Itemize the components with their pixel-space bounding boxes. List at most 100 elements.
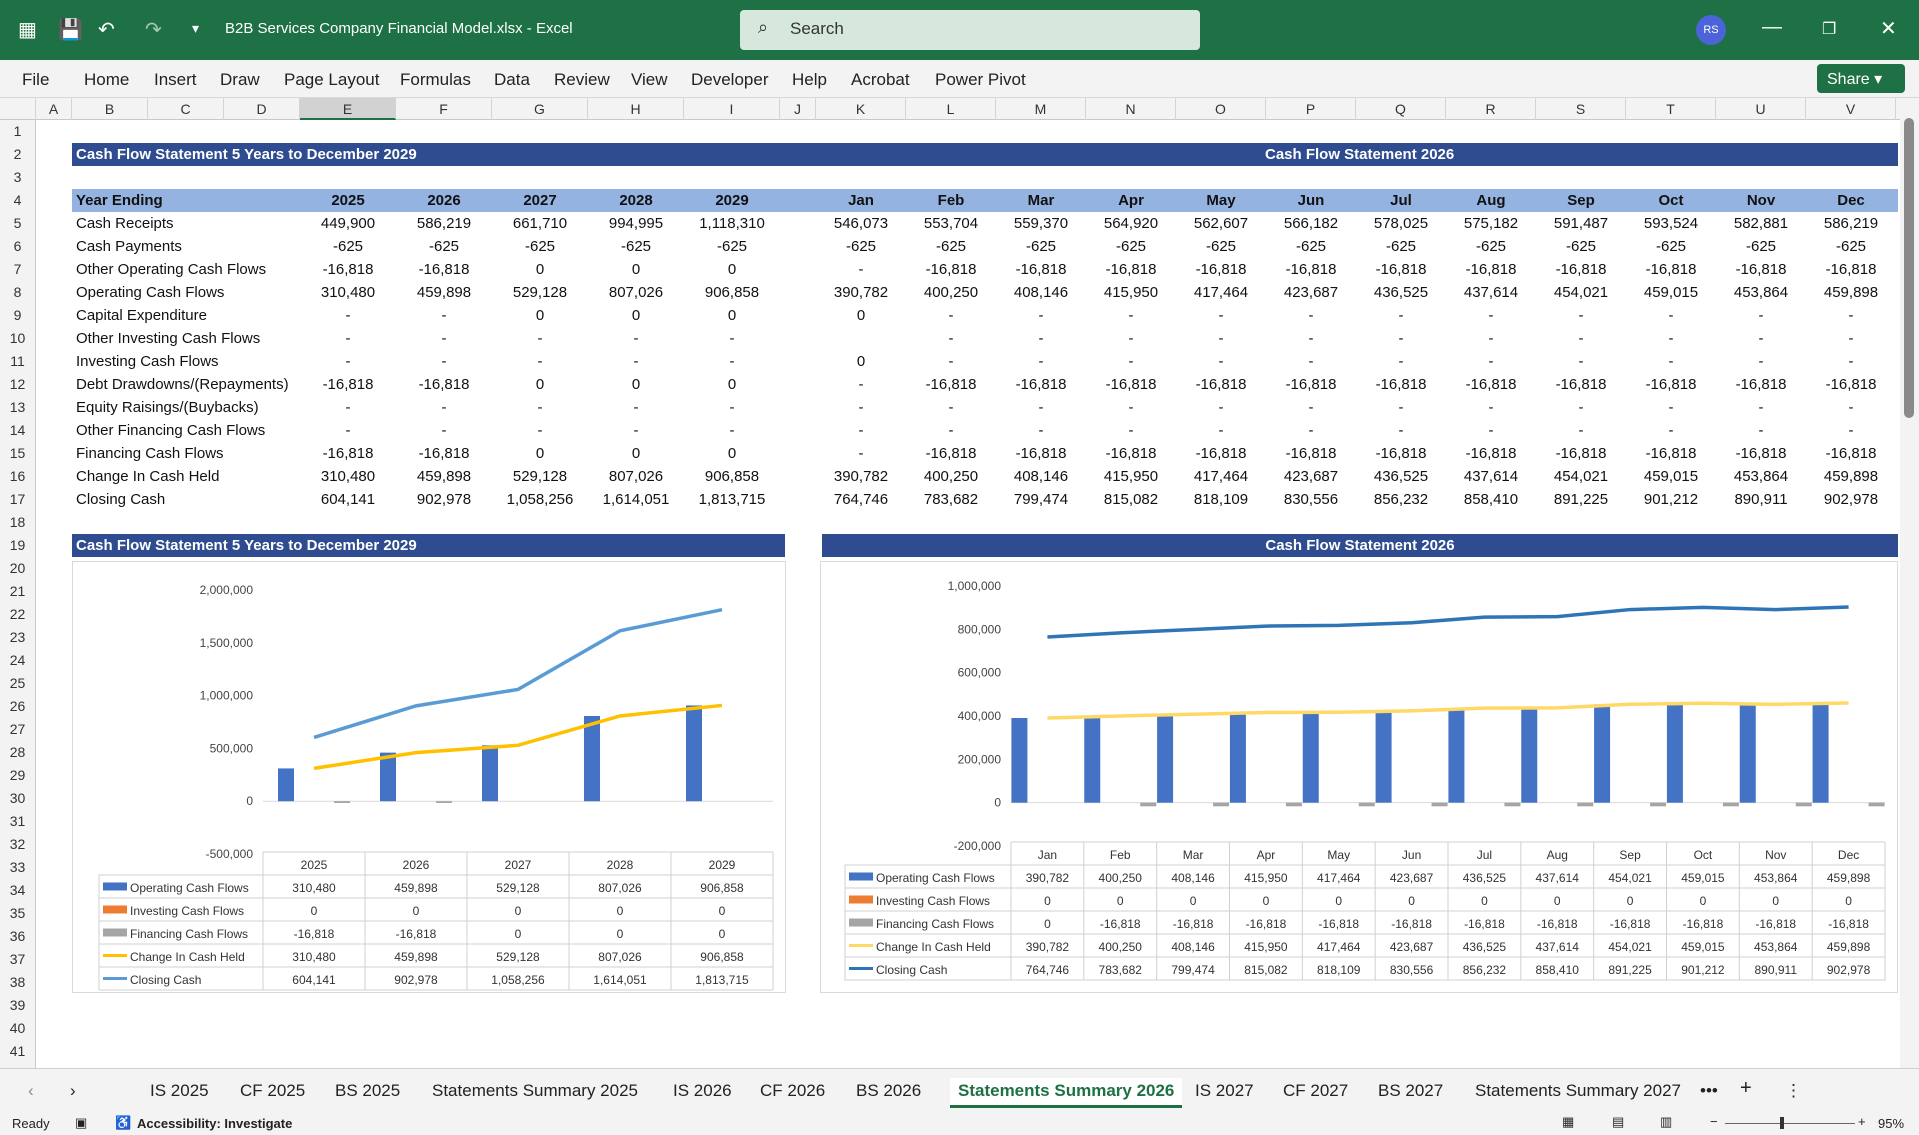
row-label[interactable]: Debt Drawdowns/(Repayments) [76, 376, 289, 393]
month-value-cell[interactable]: -16,818 [1555, 261, 1607, 278]
bar-operating-cash-flows[interactable] [1011, 717, 1028, 803]
year-value-cell[interactable]: - [729, 422, 735, 439]
month-value-cell[interactable]: -625 [1115, 238, 1147, 255]
month-value-cell[interactable]: - [1308, 330, 1314, 347]
row-label[interactable]: Financing Cash Flows [76, 445, 224, 462]
column-header-M[interactable]: M [996, 98, 1086, 120]
column-header-L[interactable]: L [906, 98, 996, 120]
save-icon[interactable]: 💾 [58, 19, 83, 41]
month-value-cell[interactable]: - [948, 353, 954, 370]
year-value-cell[interactable]: 661,710 [512, 215, 568, 232]
year-value-cell[interactable]: 529,128 [512, 284, 568, 301]
year-value-cell[interactable]: -16,818 [322, 445, 374, 462]
bar-financing-cash-flows[interactable] [1504, 802, 1521, 807]
bar-operating-cash-flows[interactable] [584, 715, 600, 802]
month-value-cell[interactable]: 400,250 [923, 468, 979, 485]
month-value-cell[interactable]: - [1038, 399, 1044, 416]
year-value-cell[interactable]: 902,978 [416, 491, 472, 508]
sheet-tab[interactable]: CF 2025 [240, 1081, 306, 1100]
month-value-cell[interactable]: 902,978 [1823, 491, 1879, 508]
month-value-cell[interactable]: - [948, 307, 954, 324]
year-value-cell[interactable]: - [345, 330, 351, 347]
year-value-cell[interactable]: - [537, 353, 543, 370]
month-value-cell[interactable]: 415,950 [1103, 468, 1159, 485]
page-layout-view-icon[interactable]: ▤ [1612, 1114, 1625, 1129]
month-value-cell[interactable]: - [1038, 353, 1044, 370]
month-value-cell[interactable]: - [948, 399, 954, 416]
month-value-cell[interactable]: -16,818 [1645, 376, 1697, 393]
row-header[interactable]: 12 [0, 373, 36, 396]
year-value-cell[interactable]: -625 [716, 238, 748, 255]
month-value-cell[interactable]: - [858, 399, 864, 416]
month-value-cell[interactable]: 437,614 [1463, 284, 1519, 301]
month-value-cell[interactable]: - [1398, 330, 1404, 347]
month-value-cell[interactable]: 856,232 [1373, 491, 1429, 508]
sheet-tab[interactable]: CF 2026 [760, 1081, 826, 1100]
month-value-cell[interactable]: - [858, 445, 864, 462]
month-value-cell[interactable]: 459,898 [1823, 468, 1879, 485]
row-header[interactable]: 32 [0, 833, 36, 856]
year-value-cell[interactable]: -625 [332, 238, 364, 255]
month-value-cell[interactable]: 454,021 [1553, 468, 1609, 485]
year-value-cell[interactable]: 0 [631, 445, 641, 462]
month-value-cell[interactable]: - [1758, 330, 1764, 347]
row-label[interactable]: Change In Cash Held [76, 468, 220, 485]
menu-developer[interactable]: Developer [691, 70, 769, 89]
month-value-cell[interactable]: - [1218, 353, 1224, 370]
row-header[interactable]: 2 [0, 143, 36, 166]
bar-financing-cash-flows[interactable] [1868, 802, 1885, 807]
year-value-cell[interactable]: 459,898 [416, 284, 472, 301]
month-value-cell[interactable]: 566,182 [1283, 215, 1339, 232]
row-header[interactable]: 23 [0, 626, 36, 649]
row-header[interactable]: 29 [0, 764, 36, 787]
row-header[interactable]: 3 [0, 166, 36, 189]
bar-operating-cash-flows[interactable] [1375, 710, 1392, 803]
month-value-cell[interactable]: - [1398, 422, 1404, 439]
zoom-slider-thumb[interactable] [1780, 1117, 1784, 1129]
month-value-cell[interactable]: -16,818 [1285, 261, 1337, 278]
menu-file[interactable]: File [22, 70, 50, 89]
quick-access-dropdown-icon[interactable]: ▾ [192, 20, 200, 36]
zoom-out-icon[interactable]: − [1710, 1114, 1718, 1129]
month-value-cell[interactable]: 436,525 [1373, 468, 1429, 485]
month-value-cell[interactable]: - [1488, 399, 1494, 416]
bar-operating-cash-flows[interactable] [1666, 703, 1683, 803]
macro-icon[interactable]: ▣ [75, 1115, 88, 1130]
month-value-cell[interactable]: -625 [1835, 238, 1867, 255]
month-value-cell[interactable]: 764,746 [833, 491, 889, 508]
year-value-cell[interactable]: 529,128 [512, 468, 568, 485]
month-value-cell[interactable]: - [1308, 353, 1314, 370]
vertical-scrollbar[interactable] [1900, 98, 1919, 1068]
row-label[interactable]: Other Investing Cash Flows [76, 330, 261, 347]
row-header[interactable]: 33 [0, 856, 36, 879]
month-value-cell[interactable]: - [1578, 330, 1584, 347]
row-header[interactable]: 22 [0, 603, 36, 626]
bar-operating-cash-flows[interactable] [1812, 703, 1829, 803]
month-value-cell[interactable]: -16,818 [1645, 261, 1697, 278]
row-header[interactable]: 9 [0, 304, 36, 327]
column-header-I[interactable]: I [684, 98, 780, 120]
month-value-cell[interactable]: - [858, 261, 864, 278]
year-value-cell[interactable]: 0 [535, 261, 545, 278]
row-header[interactable]: 42 [0, 1063, 36, 1068]
month-value-cell[interactable]: -16,818 [1375, 376, 1427, 393]
month-value-cell[interactable]: 390,782 [833, 284, 889, 301]
month-value-cell[interactable]: - [1668, 422, 1674, 439]
bar-financing-cash-flows[interactable] [1795, 802, 1812, 807]
column-header-O[interactable]: O [1176, 98, 1266, 120]
month-value-cell[interactable]: -625 [1475, 238, 1507, 255]
row-header[interactable]: 17 [0, 488, 36, 511]
month-value-cell[interactable]: 901,212 [1643, 491, 1699, 508]
column-header-B[interactable]: B [72, 98, 148, 120]
bar-operating-cash-flows[interactable] [1157, 714, 1174, 803]
month-value-cell[interactable]: -16,818 [1735, 445, 1787, 462]
month-value-cell[interactable]: 818,109 [1193, 491, 1249, 508]
row-header[interactable]: 10 [0, 327, 36, 350]
menu-acrobat[interactable]: Acrobat [851, 70, 910, 89]
month-value-cell[interactable]: 582,881 [1733, 215, 1789, 232]
month-value-cell[interactable]: - [1488, 353, 1494, 370]
menu-formulas[interactable]: Formulas [400, 70, 471, 89]
month-value-cell[interactable]: - [1398, 399, 1404, 416]
month-value-cell[interactable]: 830,556 [1283, 491, 1339, 508]
